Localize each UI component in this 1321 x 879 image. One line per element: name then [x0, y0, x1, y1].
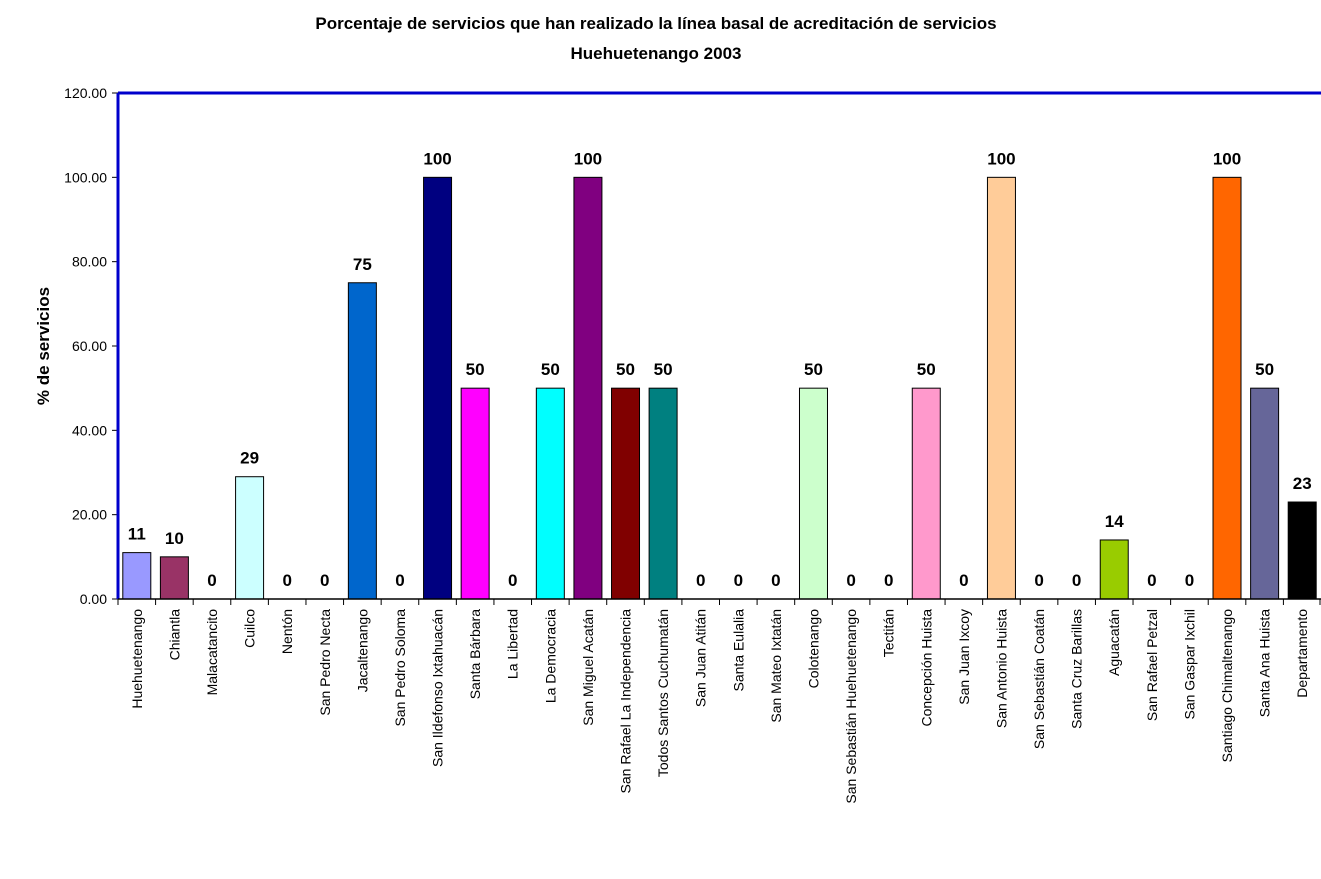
- bar: [1250, 387, 1280, 600]
- axes: [116, 91, 1321, 600]
- y-tick-label: 80.00: [72, 254, 107, 270]
- data-label: 0: [320, 571, 329, 590]
- bar: [1287, 501, 1317, 600]
- bar: [423, 176, 453, 600]
- x-tick-label: Nentón: [279, 609, 295, 654]
- data-label: 75: [353, 255, 372, 274]
- bar: [535, 387, 565, 600]
- data-label: 0: [1072, 571, 1081, 590]
- x-tick-label: Cuilco: [242, 609, 258, 648]
- x-tick-label: San Sebastián Huehuetenango: [843, 609, 859, 804]
- chart-title: Porcentaje de servicios que han realizad…: [315, 14, 996, 33]
- data-label: 50: [654, 360, 673, 379]
- bar: [986, 176, 1016, 600]
- data-label: 0: [846, 571, 855, 590]
- data-label: 0: [207, 571, 216, 590]
- data-label: 0: [734, 571, 743, 590]
- bars: [122, 176, 1317, 600]
- chart-subtitle: Huehuetenango 2003: [571, 44, 742, 63]
- x-tick-label: San Mateo Ixtatán: [768, 609, 784, 723]
- x-tick-label: San Juan Ixcoy: [956, 609, 972, 705]
- data-label: 50: [917, 360, 936, 379]
- data-label: 0: [395, 571, 404, 590]
- bar: [159, 556, 189, 600]
- x-tick-label: Tectitán: [881, 609, 897, 657]
- data-label: 50: [541, 360, 560, 379]
- x-tick-label: Concepción Huista: [918, 609, 934, 727]
- x-tick-label: San Antonio Huista: [993, 609, 1009, 728]
- x-tick-label: San Miguel Acatán: [580, 609, 596, 726]
- x-tick-label: San Ildefonso Ixtahuacán: [430, 609, 446, 767]
- x-tick-label: San Sebastián Coatán: [1031, 609, 1047, 749]
- data-label: 11: [128, 525, 146, 544]
- x-tick-label: San Rafael Petzal: [1144, 609, 1160, 721]
- x-tick-label: Chiantla: [166, 609, 182, 661]
- data-label: 100: [574, 149, 602, 168]
- data-label: 50: [466, 360, 485, 379]
- data-label: 0: [696, 571, 705, 590]
- y-tick-label: 120.00: [64, 85, 107, 101]
- bar: [798, 387, 828, 600]
- y-axis-ticks: 0.00 20.00 40.00 60.00 80.00 100.00 120.00: [64, 85, 118, 607]
- y-tick-label: 40.00: [72, 422, 107, 438]
- data-label: 14: [1105, 512, 1124, 531]
- x-tick-label: Santa Bárbara: [467, 609, 483, 699]
- x-tick-label: Todos Santos Cuchumatán: [655, 609, 671, 777]
- x-tick-label: Colotenango: [805, 609, 821, 689]
- data-label: 50: [616, 360, 635, 379]
- data-label: 0: [771, 571, 780, 590]
- x-tick-label: Aguacatán: [1106, 609, 1122, 676]
- y-tick-label: 20.00: [72, 507, 107, 523]
- bar: [1099, 539, 1129, 600]
- x-tick-label: Malacatancito: [204, 609, 220, 696]
- bar: [911, 387, 941, 600]
- data-label: 0: [1147, 571, 1156, 590]
- x-tick-label: Departamento: [1294, 609, 1310, 698]
- data-label: 29: [240, 449, 259, 468]
- data-label: 100: [987, 149, 1015, 168]
- data-label: 0: [282, 571, 291, 590]
- data-label: 0: [1185, 571, 1194, 590]
- data-label: 0: [959, 571, 968, 590]
- x-tick-label: Santa Cruz Barillas: [1069, 609, 1085, 729]
- data-label: 100: [423, 149, 451, 168]
- x-tick-label: La Democracia: [542, 609, 558, 703]
- data-label: 10: [165, 529, 184, 548]
- data-label: 0: [508, 571, 517, 590]
- x-tick-label: San Gaspar Ixchil: [1181, 609, 1197, 720]
- bar: [573, 176, 603, 600]
- bar: [347, 282, 377, 600]
- data-label: 50: [804, 360, 823, 379]
- y-tick-label: 60.00: [72, 338, 107, 354]
- y-tick-label: 100.00: [64, 169, 107, 185]
- x-tick-label: Huehuetenango: [129, 609, 145, 709]
- x-tick-label: La Libertad: [505, 609, 521, 679]
- x-tick-label: Santa Ana Huista: [1257, 609, 1273, 717]
- bar: [1212, 176, 1242, 600]
- data-label: 23: [1293, 474, 1312, 493]
- x-tick-label: Santiago Chimaltenango: [1219, 609, 1235, 763]
- x-tick-label: San Pedro Soloma: [392, 609, 408, 727]
- y-tick-label: 0.00: [80, 591, 107, 607]
- x-tick-label: San Juan Atitán: [693, 609, 709, 707]
- data-label: 100: [1213, 149, 1241, 168]
- bar: [122, 552, 152, 600]
- bar: [611, 387, 641, 600]
- x-tick-label: San Rafael La Independencia: [618, 609, 634, 794]
- bar: [460, 387, 490, 600]
- x-tick-label: Jacaltenango: [354, 609, 370, 693]
- bar: [648, 387, 678, 600]
- data-label: 50: [1255, 360, 1274, 379]
- data-label: 0: [884, 571, 893, 590]
- bar: [235, 476, 265, 600]
- x-tick-label: Santa Eulalia: [730, 609, 746, 692]
- y-axis-label: % de servicios: [34, 287, 53, 405]
- x-tick-label: San Pedro Necta: [317, 609, 333, 716]
- data-label: 0: [1034, 571, 1043, 590]
- x-axis-ticks: Huehuetenango Chiantla Malacatancito Cuilco…: [117, 599, 1321, 804]
